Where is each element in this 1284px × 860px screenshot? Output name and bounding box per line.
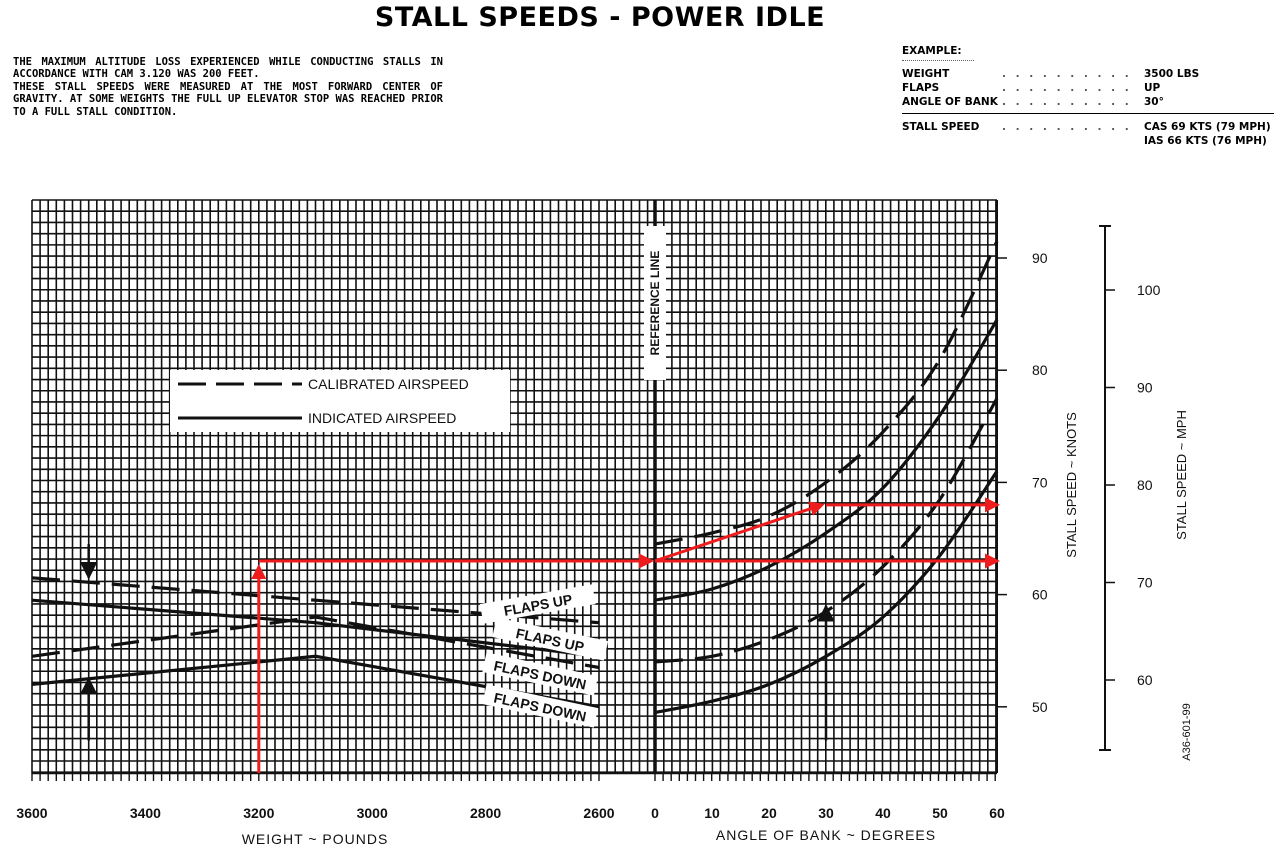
bank-tick-label: 40 bbox=[875, 805, 891, 821]
note-altitude-loss: THE MAXIMUM ALTITUDE LOSS EXPERIENCED WH… bbox=[13, 56, 443, 81]
legend-background bbox=[170, 370, 510, 432]
example-weight-row: WEIGHT . . . . . . . . . . . . . . . . .… bbox=[902, 67, 1282, 81]
bank-tick-label: 10 bbox=[704, 805, 720, 821]
bank-axis-label: ANGLE OF BANK ~ DEGREES bbox=[716, 827, 936, 843]
weight-tick-label: 2800 bbox=[470, 805, 501, 821]
example-weight-label: WEIGHT bbox=[902, 68, 950, 80]
weight-tick-label: 2600 bbox=[583, 805, 614, 821]
example-flaps-row: FLAPS . . . . . . . . . . . . . . . . . … bbox=[902, 81, 1282, 95]
example-stall-row: STALL SPEED . . . . . . . . . . . . . . … bbox=[902, 120, 1282, 150]
reference-line-label: REFERENCE LINE bbox=[648, 251, 662, 356]
curve-label-bg bbox=[479, 584, 596, 624]
example-divider bbox=[902, 113, 1274, 114]
example-flaps-value: UP bbox=[1144, 82, 1161, 94]
mph-tick-label: 70 bbox=[1137, 575, 1153, 591]
knots-tick-label: 80 bbox=[1032, 362, 1048, 378]
bank-curve-cas-flaps-up bbox=[654, 240, 999, 546]
weight-tick-label: 3600 bbox=[16, 805, 47, 821]
example-weight-value: 3500 LBS bbox=[1144, 68, 1200, 80]
bank-curve-ias-flaps-down bbox=[654, 470, 999, 714]
mph-tick-label: 90 bbox=[1137, 380, 1153, 396]
knots-tick-label: 50 bbox=[1032, 699, 1048, 715]
weight-axis-label: WEIGHT ~ POUNDS bbox=[242, 831, 389, 847]
leader-dots: . . . . . . . . . . . . . . . . . bbox=[1002, 121, 1132, 133]
bank-curve-ias-flaps-up bbox=[654, 318, 999, 602]
example-stall-label: STALL SPEED bbox=[902, 121, 980, 133]
bank-tick-label: 60 bbox=[989, 805, 1005, 821]
example-stall-cas: CAS 69 KTS (79 MPH) bbox=[1144, 121, 1271, 133]
example-arrow-cas-curve bbox=[654, 501, 825, 563]
example-stall-ias: IAS 66 KTS (76 MPH) bbox=[1144, 135, 1267, 147]
bank-tick-label: 30 bbox=[818, 805, 834, 821]
legend-ias-label: INDICATED AIRSPEED bbox=[308, 410, 456, 426]
leader-dots: . . . . . . . . . . . . . . . . . bbox=[1002, 82, 1132, 94]
example-bank-value: 30° bbox=[1144, 96, 1164, 108]
page-title: STALL SPEEDS - POWER IDLE bbox=[374, 2, 826, 33]
example-block: EXAMPLE: WEIGHT . . . . . . . . . . . . … bbox=[902, 44, 1282, 150]
mph-tick-label: 60 bbox=[1137, 672, 1153, 688]
curve-label-bg bbox=[482, 652, 599, 696]
chart-frame bbox=[31, 200, 1115, 781]
knots-tick-label: 70 bbox=[1032, 474, 1048, 490]
reference-label-bg bbox=[644, 226, 666, 380]
mph-tick-label: 80 bbox=[1137, 477, 1153, 493]
bank-tick-label: 50 bbox=[932, 805, 948, 821]
example-path bbox=[251, 497, 1000, 773]
bank-tick-label: 0 bbox=[651, 805, 659, 821]
bank-curve-cas-flaps-down bbox=[654, 397, 999, 664]
knots-tick-label: 60 bbox=[1032, 587, 1048, 603]
leader-dots: . . . . . . . . . . . . . . . . . bbox=[1002, 96, 1132, 108]
curve-label-bg bbox=[482, 684, 599, 728]
weight-curve-cas-flaps-down bbox=[31, 615, 600, 670]
example-bank-label: ANGLE OF BANK bbox=[902, 96, 998, 108]
example-heading: EXAMPLE: bbox=[902, 45, 962, 57]
mph-axis-label: STALL SPEED ~ MPH bbox=[1174, 410, 1189, 540]
legend-cas-label: CALIBRATED AIRSPEED bbox=[308, 376, 469, 392]
knots-axis-label: STALL SPEED ~ KNOTS bbox=[1064, 412, 1079, 558]
curve-label-text: FLAPS DOWN bbox=[492, 657, 587, 692]
weight-tick-label: 3200 bbox=[243, 805, 274, 821]
chart-legend: CALIBRATED AIRSPEED INDICATED AIRSPEED bbox=[170, 370, 510, 432]
note-center-of-gravity: THESE STALL SPEEDS WERE MEASURED AT THE … bbox=[13, 80, 443, 118]
weight-tick-label: 3000 bbox=[357, 805, 388, 821]
example-bank-row: ANGLE OF BANK . . . . . . . . . . . . . … bbox=[902, 95, 1282, 109]
weight-curve-ias-flaps-up bbox=[31, 598, 600, 658]
chart-grid bbox=[31, 199, 997, 774]
figure-id: A36-601-99 bbox=[1181, 703, 1193, 761]
notes-block: THE MAXIMUM ALTITUDE LOSS EXPERIENCED WH… bbox=[13, 56, 443, 118]
curve-label-bg bbox=[492, 617, 609, 661]
leader-dots: . . . . . . . . . . . . . . . . . bbox=[1002, 68, 1132, 80]
mph-tick-label: 100 bbox=[1137, 282, 1161, 298]
bank-tick-label: 20 bbox=[761, 805, 777, 821]
example-flaps-label: FLAPS bbox=[902, 82, 940, 94]
curve-group bbox=[31, 240, 999, 741]
weight-curve-cas-flaps-up bbox=[31, 576, 600, 625]
weight-tick-label: 3400 bbox=[130, 805, 161, 821]
knots-tick-label: 90 bbox=[1032, 250, 1048, 266]
